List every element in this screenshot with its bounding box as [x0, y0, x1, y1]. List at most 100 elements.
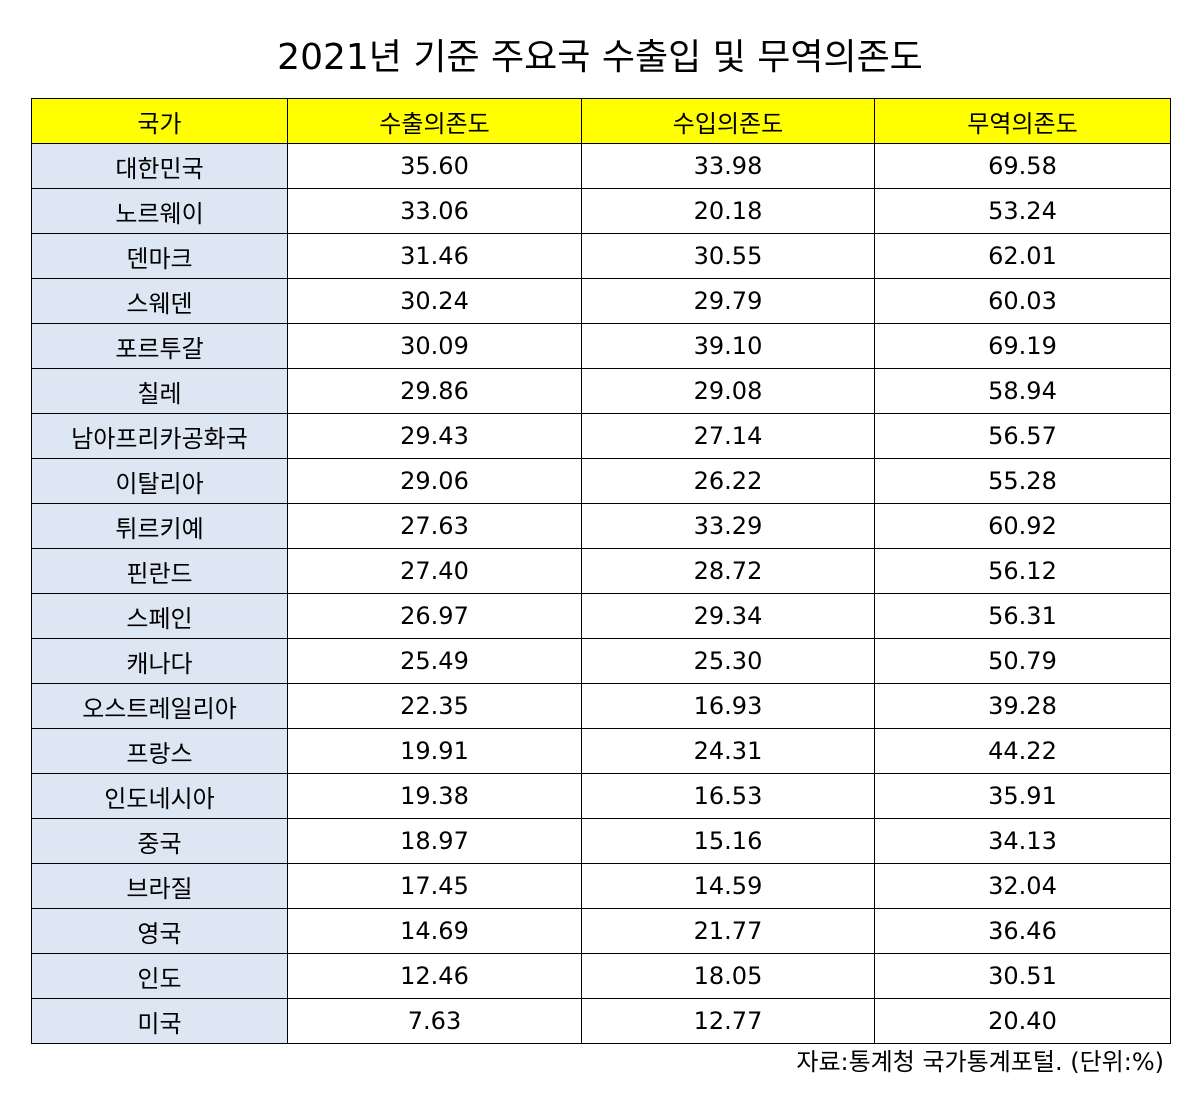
table-row: 중국 18.97 15.16 34.13 [31, 818, 1171, 864]
import-dependency-cell: 24.31 [581, 728, 875, 774]
source-note: 자료:통계청 국가통계포털. (단위:%) [796, 1048, 1164, 1076]
export-dependency-cell: 18.97 [287, 818, 582, 864]
country-cell: 대한민국 [31, 143, 288, 189]
header-export-dependency: 수출의존도 [287, 98, 582, 144]
trade-dependency-cell: 69.58 [874, 143, 1171, 189]
table-row: 포르투갈 30.09 39.10 69.19 [31, 323, 1171, 369]
table-row: 이탈리아 29.06 26.22 55.28 [31, 458, 1171, 504]
table-row: 스웨덴 30.24 29.79 60.03 [31, 278, 1171, 324]
table-row: 캐나다 25.49 25.30 50.79 [31, 638, 1171, 684]
import-dependency-cell: 16.53 [581, 773, 875, 819]
export-dependency-cell: 30.09 [287, 323, 582, 369]
export-dependency-cell: 29.43 [287, 413, 582, 459]
trade-dependency-cell: 34.13 [874, 818, 1171, 864]
export-dependency-cell: 29.06 [287, 458, 582, 504]
trade-dependency-cell: 53.24 [874, 188, 1171, 234]
import-dependency-cell: 27.14 [581, 413, 875, 459]
table-row: 인도 12.46 18.05 30.51 [31, 953, 1171, 999]
import-dependency-cell: 33.98 [581, 143, 875, 189]
country-cell: 남아프리카공화국 [31, 413, 288, 459]
trade-dependency-cell: 55.28 [874, 458, 1171, 504]
country-cell: 스페인 [31, 593, 288, 639]
import-dependency-cell: 33.29 [581, 503, 875, 549]
export-dependency-cell: 31.46 [287, 233, 582, 279]
trade-dependency-cell: 44.22 [874, 728, 1171, 774]
export-dependency-cell: 26.97 [287, 593, 582, 639]
export-dependency-cell: 17.45 [287, 863, 582, 909]
country-cell: 스웨덴 [31, 278, 288, 324]
trade-dependency-cell: 58.94 [874, 368, 1171, 414]
country-cell: 인도네시아 [31, 773, 288, 819]
table-row: 오스트레일리아 22.35 16.93 39.28 [31, 683, 1171, 729]
table-row: 노르웨이 33.06 20.18 53.24 [31, 188, 1171, 234]
country-cell: 노르웨이 [31, 188, 288, 234]
country-cell: 이탈리아 [31, 458, 288, 504]
trade-dependency-cell: 36.46 [874, 908, 1171, 954]
country-cell: 포르투갈 [31, 323, 288, 369]
table-row: 스페인 26.97 29.34 56.31 [31, 593, 1171, 639]
trade-dependency-cell: 60.92 [874, 503, 1171, 549]
export-dependency-cell: 27.63 [287, 503, 582, 549]
import-dependency-cell: 29.79 [581, 278, 875, 324]
export-dependency-cell: 30.24 [287, 278, 582, 324]
table-header-row: 국가 수출의존도 수입의존도 무역의존도 [31, 98, 1171, 144]
country-cell: 오스트레일리아 [31, 683, 288, 729]
country-cell: 프랑스 [31, 728, 288, 774]
table-row: 튀르키예 27.63 33.29 60.92 [31, 503, 1171, 549]
trade-dependency-cell: 62.01 [874, 233, 1171, 279]
export-dependency-cell: 35.60 [287, 143, 582, 189]
header-country: 국가 [31, 98, 288, 144]
table-row: 대한민국 35.60 33.98 69.58 [31, 143, 1171, 189]
export-dependency-cell: 14.69 [287, 908, 582, 954]
trade-dependency-cell: 30.51 [874, 953, 1171, 999]
export-dependency-cell: 33.06 [287, 188, 582, 234]
country-cell: 캐나다 [31, 638, 288, 684]
table-row: 영국 14.69 21.77 36.46 [31, 908, 1171, 954]
table-row: 남아프리카공화국 29.43 27.14 56.57 [31, 413, 1171, 459]
export-dependency-cell: 27.40 [287, 548, 582, 594]
import-dependency-cell: 12.77 [581, 998, 875, 1044]
page-title: 2021년 기준 주요국 수출입 및 무역의존도 [277, 37, 923, 78]
country-cell: 미국 [31, 998, 288, 1044]
table-row: 인도네시아 19.38 16.53 35.91 [31, 773, 1171, 819]
import-dependency-cell: 18.05 [581, 953, 875, 999]
trade-dependency-cell: 60.03 [874, 278, 1171, 324]
trade-dependency-cell: 35.91 [874, 773, 1171, 819]
table-row: 핀란드 27.40 28.72 56.12 [31, 548, 1171, 594]
country-cell: 중국 [31, 818, 288, 864]
country-cell: 튀르키예 [31, 503, 288, 549]
export-dependency-cell: 22.35 [287, 683, 582, 729]
import-dependency-cell: 20.18 [581, 188, 875, 234]
country-cell: 브라질 [31, 863, 288, 909]
trade-dependency-cell: 50.79 [874, 638, 1171, 684]
table-row: 프랑스 19.91 24.31 44.22 [31, 728, 1171, 774]
table-row: 덴마크 31.46 30.55 62.01 [31, 233, 1171, 279]
country-cell: 영국 [31, 908, 288, 954]
export-dependency-cell: 12.46 [287, 953, 582, 999]
table-row: 칠레 29.86 29.08 58.94 [31, 368, 1171, 414]
export-dependency-cell: 19.38 [287, 773, 582, 819]
country-cell: 칠레 [31, 368, 288, 414]
import-dependency-cell: 16.93 [581, 683, 875, 729]
trade-dependency-cell: 56.57 [874, 413, 1171, 459]
export-dependency-cell: 19.91 [287, 728, 582, 774]
header-import-dependency: 수입의존도 [581, 98, 875, 144]
import-dependency-cell: 21.77 [581, 908, 875, 954]
import-dependency-cell: 26.22 [581, 458, 875, 504]
export-dependency-cell: 7.63 [287, 998, 582, 1044]
country-cell: 인도 [31, 953, 288, 999]
import-dependency-cell: 39.10 [581, 323, 875, 369]
import-dependency-cell: 15.16 [581, 818, 875, 864]
trade-dependency-cell: 56.12 [874, 548, 1171, 594]
trade-dependency-cell: 20.40 [874, 998, 1171, 1044]
trade-dependency-table: 국가 수출의존도 수입의존도 무역의존도 대한민국 35.60 33.98 69.58… [31, 98, 1171, 1044]
country-cell: 덴마크 [31, 233, 288, 279]
import-dependency-cell: 30.55 [581, 233, 875, 279]
trade-dependency-cell: 56.31 [874, 593, 1171, 639]
header-trade-dependency: 무역의존도 [874, 98, 1171, 144]
table-row: 브라질 17.45 14.59 32.04 [31, 863, 1171, 909]
table-body: 대한민국 35.60 33.98 69.58 노르웨이 33.06 20.18 53.24 덴마… [31, 143, 1171, 1044]
import-dependency-cell: 28.72 [581, 548, 875, 594]
trade-dependency-cell: 32.04 [874, 863, 1171, 909]
import-dependency-cell: 14.59 [581, 863, 875, 909]
